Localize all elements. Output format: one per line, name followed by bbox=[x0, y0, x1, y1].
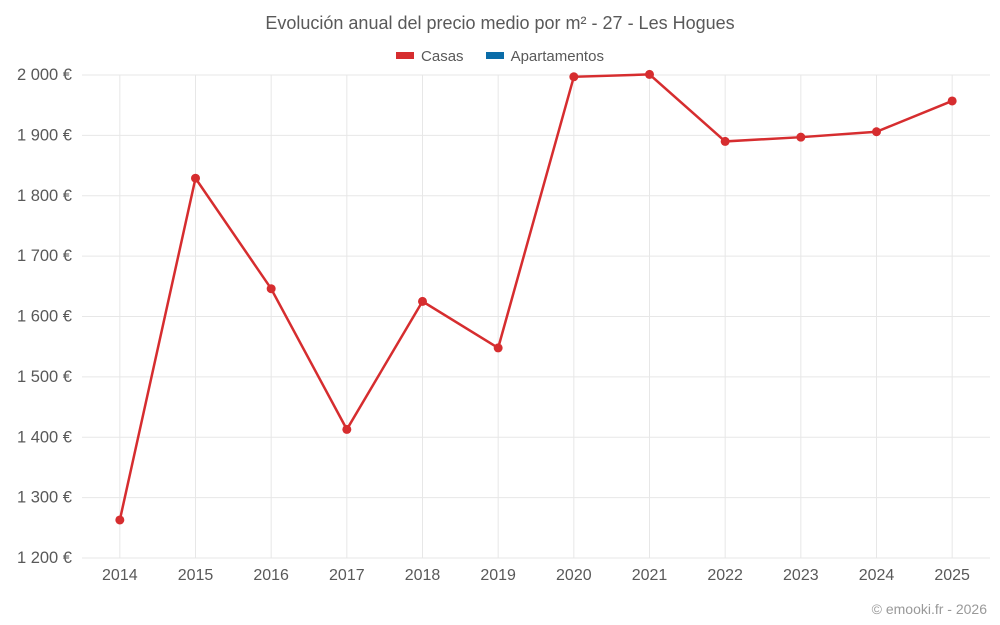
svg-text:2025: 2025 bbox=[934, 567, 970, 584]
svg-text:2017: 2017 bbox=[329, 567, 365, 584]
svg-text:1 200 €: 1 200 € bbox=[17, 549, 72, 567]
svg-text:2020: 2020 bbox=[556, 567, 592, 584]
svg-text:2015: 2015 bbox=[178, 567, 214, 584]
svg-text:1 800 €: 1 800 € bbox=[17, 187, 72, 205]
svg-text:2018: 2018 bbox=[405, 567, 441, 584]
svg-text:1 700 €: 1 700 € bbox=[17, 247, 72, 265]
svg-text:2021: 2021 bbox=[632, 567, 668, 584]
svg-text:2022: 2022 bbox=[707, 567, 743, 584]
svg-text:2023: 2023 bbox=[783, 567, 819, 584]
svg-text:2024: 2024 bbox=[859, 567, 895, 584]
svg-text:1 900 €: 1 900 € bbox=[17, 126, 72, 144]
svg-text:2014: 2014 bbox=[102, 567, 138, 584]
svg-text:1 600 €: 1 600 € bbox=[17, 308, 72, 326]
svg-text:1 300 €: 1 300 € bbox=[17, 489, 72, 507]
svg-text:2016: 2016 bbox=[253, 567, 289, 584]
svg-text:2019: 2019 bbox=[480, 567, 516, 584]
svg-text:1 500 €: 1 500 € bbox=[17, 368, 72, 386]
svg-text:2 000 €: 2 000 € bbox=[17, 66, 72, 84]
svg-text:1 400 €: 1 400 € bbox=[17, 428, 72, 446]
